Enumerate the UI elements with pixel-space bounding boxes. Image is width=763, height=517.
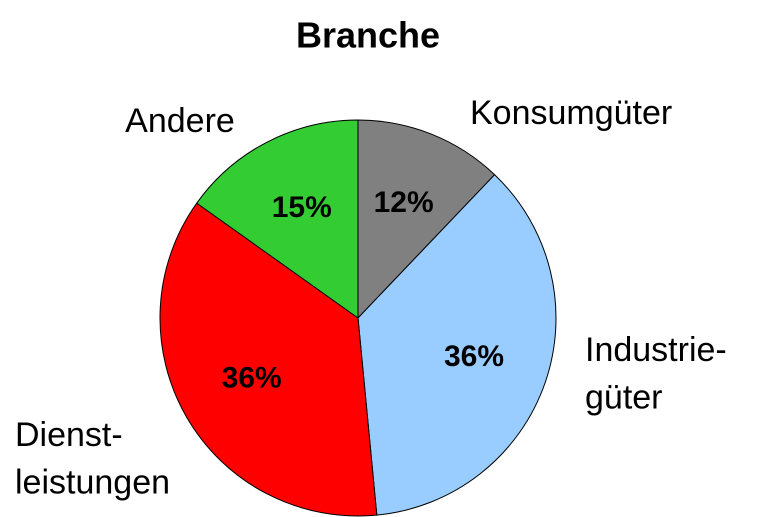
pie-slice xyxy=(357,119,496,320)
pie-slice xyxy=(196,119,359,319)
pie-slice xyxy=(357,173,557,516)
value-label: 15% xyxy=(272,191,332,224)
value-label: 36% xyxy=(444,340,504,373)
pie-slice xyxy=(159,202,378,517)
category-label: Industrie-güter xyxy=(585,331,727,417)
chart-title: Branche xyxy=(296,15,440,56)
value-label: 12% xyxy=(374,186,434,219)
value-label: 36% xyxy=(222,361,282,394)
category-label: Dienst-leistungen xyxy=(15,416,170,502)
category-label: Konsumgüter xyxy=(470,94,672,132)
category-label: Andere xyxy=(125,102,235,140)
